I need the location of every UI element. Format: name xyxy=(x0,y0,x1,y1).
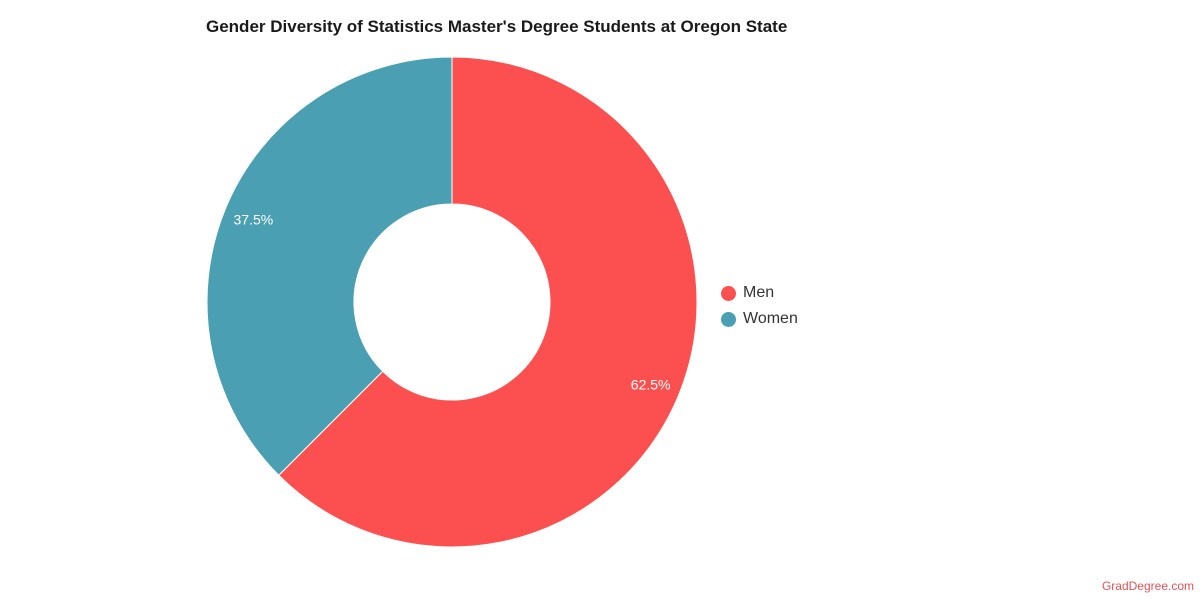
data-label-men: 62.5% xyxy=(631,376,671,392)
slice-men[interactable] xyxy=(278,56,698,548)
legend-swatch-women xyxy=(721,311,736,327)
legend-item-women[interactable]: Women xyxy=(721,306,798,332)
legend-swatch-men xyxy=(721,285,736,301)
watermark-link[interactable]: GradDegree.com xyxy=(1101,579,1194,593)
chart-legend: Men Women xyxy=(721,280,798,332)
legend-label-men: Men xyxy=(743,284,775,301)
data-label-women: 37.5% xyxy=(234,212,274,228)
legend-item-men[interactable]: Men xyxy=(721,280,798,306)
slice-women[interactable] xyxy=(206,56,453,476)
chart-title: Gender Diversity of Statistics Master's … xyxy=(206,17,788,36)
legend-label-women: Women xyxy=(743,310,798,327)
